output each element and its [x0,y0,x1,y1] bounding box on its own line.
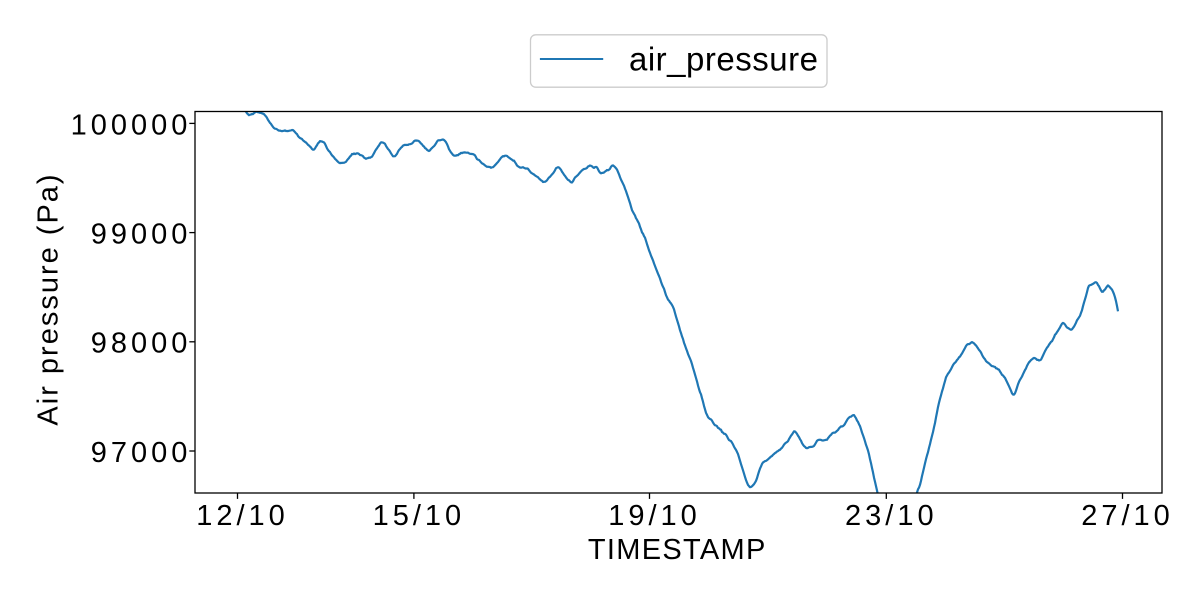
svg-text:97000: 97000 [91,437,192,469]
svg-text:12/10: 12/10 [196,500,289,532]
svg-text:98000: 98000 [91,328,192,360]
svg-text:Air pressure (Pa): Air pressure (Pa) [33,172,65,425]
svg-text:27/10: 27/10 [1081,500,1174,532]
svg-text:23/10: 23/10 [845,500,938,532]
svg-text:TIMESTAMP: TIMESTAMP [588,534,767,566]
svg-text:100000: 100000 [71,109,192,141]
svg-text:15/10: 15/10 [373,500,466,532]
svg-text:air_pressure: air_pressure [629,41,818,78]
svg-text:19/10: 19/10 [608,500,701,532]
svg-text:99000: 99000 [91,219,192,251]
